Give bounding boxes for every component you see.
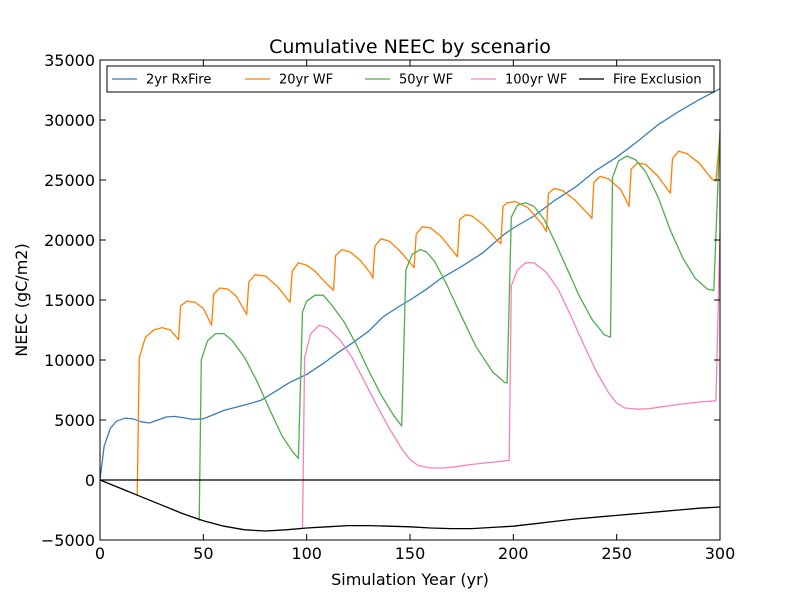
- x-axis: 0 50 100 150 200 250 300: [95, 60, 735, 563]
- series-line-3: [301, 233, 721, 529]
- x-tick-label: 150: [395, 544, 426, 563]
- series-layer: [99, 88, 721, 532]
- series-line-4: [99, 479, 721, 532]
- legend-label-4: Fire Exclusion: [613, 73, 702, 88]
- y-tick-label: 20000: [44, 231, 95, 250]
- legend: 2yr RxFire 20yr WF 50yr WF 100yr WF Fire Exc…: [106, 65, 715, 93]
- y-tick-label: 30000: [44, 111, 95, 130]
- x-tick-label: 100: [291, 544, 322, 563]
- y-tick-label: 15000: [44, 291, 95, 310]
- legend-label-3: 100yr WF: [505, 73, 567, 88]
- series-line-2: [198, 130, 721, 521]
- x-tick-label: 200: [498, 544, 529, 563]
- x-axis-title: Simulation Year (yr): [331, 570, 489, 589]
- y-tick-label: 5000: [54, 411, 95, 430]
- x-tick-label: 300: [705, 544, 736, 563]
- x-tick-label: 0: [95, 544, 105, 563]
- legend-label-0: 2yr RxFire: [146, 73, 211, 88]
- x-tick-label: 50: [193, 544, 213, 563]
- legend-label-2: 50yr WF: [399, 73, 453, 88]
- series-line-1: [136, 134, 721, 496]
- legend-label-1: 20yr WF: [279, 73, 333, 88]
- y-tick-label: 0: [85, 471, 95, 490]
- series-line-0: [99, 88, 721, 481]
- y-tick-label: 35000: [44, 51, 95, 70]
- legend-frame: [106, 65, 715, 93]
- y-axis-title: NEEC (gC/m2): [12, 243, 31, 356]
- x-tick-label: 250: [601, 544, 632, 563]
- y-tick-label: −5000: [41, 531, 95, 550]
- y-tick-label: 25000: [44, 171, 95, 190]
- chart-title: Cumulative NEEC by scenario: [269, 36, 551, 58]
- y-tick-label: 10000: [44, 351, 95, 370]
- legend-items: 2yr RxFire 20yr WF 50yr WF 100yr WF Fire Exc…: [112, 73, 702, 88]
- y-axis: −5000 0 5000 10000 15000 20000 25000 30000 35000: [41, 51, 720, 550]
